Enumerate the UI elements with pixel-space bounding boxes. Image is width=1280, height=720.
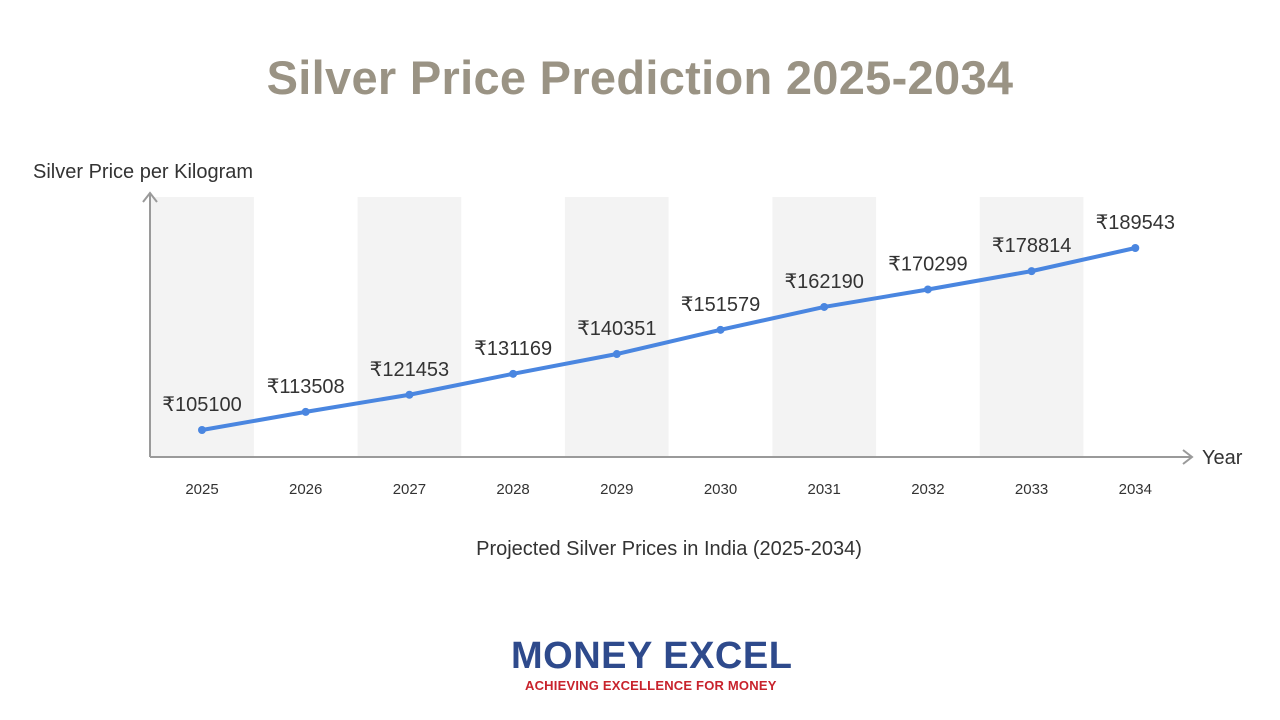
data-point [198,426,206,434]
x-tick-label: 2033 [1015,481,1048,498]
data-label: ₹121453 [370,359,449,381]
x-tick-label: 2030 [704,481,737,498]
data-point [301,407,310,416]
background-band [772,197,877,457]
data-label: ₹178814 [992,235,1071,257]
data-labels: ₹105100 ₹113508 ₹121453 ₹131169 ₹140351 ₹1515… [162,212,1175,416]
background-band [564,197,669,457]
data-label: ₹151579 [681,294,760,316]
x-tick-label: 2032 [911,481,944,498]
data-label: ₹170299 [888,253,967,275]
x-tick-label: 2034 [1119,481,1152,498]
data-point [509,369,518,378]
x-tick-labels: 2025 2026 2027 2028 2029 2030 2031 2032 2033 2034 [185,481,1152,498]
chart-axes [142,191,1194,465]
data-label: ₹189543 [1096,212,1175,234]
x-tick-label: 2028 [496,481,529,498]
data-label: ₹140351 [577,318,656,340]
data-label: ₹105100 [162,394,241,416]
data-points [198,244,1140,434]
data-point [1027,267,1036,276]
x-axis-arrow-icon [1182,449,1194,465]
y-axis-label: Silver Price per Kilogram [33,161,253,183]
x-tick-label: 2029 [600,481,633,498]
y-axis-arrow-icon [142,191,158,203]
series-line [200,246,1138,432]
data-label: ₹162190 [784,271,863,293]
background-bands [150,197,1084,457]
logo-tagline: ACHIEVING EXCELLENCE FOR MONEY [525,678,777,693]
x-tick-label: 2026 [289,481,322,498]
logo: MONEY EXCEL ACHIEVING EXCELLENCE FOR MON… [511,636,811,696]
data-point [612,350,621,359]
chart-subtitle: Projected Silver Prices in India (2025-2… [476,538,862,560]
data-label: ₹131169 [474,338,552,360]
background-band [979,197,1084,457]
data-label: ₹113508 [267,376,345,398]
data-point [1131,244,1140,252]
page-title: Silver Price Prediction 2025-2034 [266,51,1014,104]
data-point [820,302,829,311]
x-tick-label: 2031 [808,481,841,498]
x-tick-label: 2025 [185,481,218,498]
data-point [923,285,932,294]
background-band [150,197,254,457]
logo-wordmark: MONEY EXCEL [511,635,793,677]
x-tick-label: 2027 [393,481,426,498]
data-point [405,390,414,399]
data-point [716,325,725,334]
background-band [357,197,462,457]
x-axis-label: Year [1202,447,1243,469]
